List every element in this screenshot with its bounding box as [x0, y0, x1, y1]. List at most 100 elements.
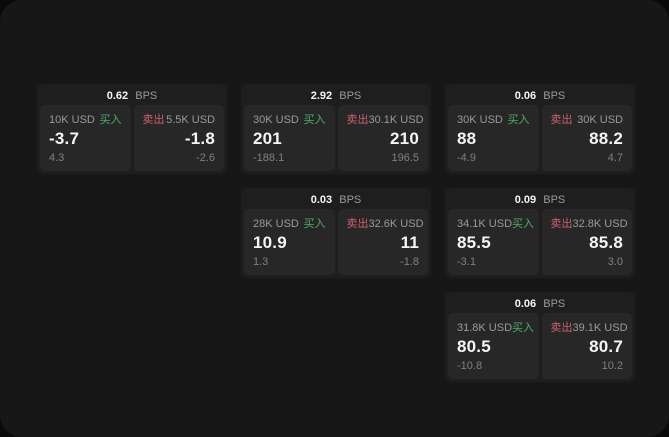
sell-panel-header: 卖出 30K USD — [551, 111, 624, 127]
sell-side-label: 卖出 — [550, 218, 573, 230]
bps-value: 0.06 — [514, 298, 537, 310]
buy-amount: 30K USD — [457, 114, 503, 126]
buy-panel[interactable]: 30K USD 买入 88 -4.9 — [448, 105, 539, 171]
buy-side-label: 买入 — [512, 322, 535, 334]
buy-delta: 4.3 — [49, 152, 65, 164]
sell-panel[interactable]: 卖出 30.1K USD 210 196.5 — [337, 105, 428, 171]
bps-value: 2.92 — [310, 90, 333, 102]
sell-delta: 4.7 — [607, 152, 623, 164]
sell-amount: 5.5K USD — [166, 114, 215, 126]
buy-delta: 1.3 — [253, 256, 269, 268]
bps-unit-label: BPS — [540, 298, 566, 310]
sell-delta: 196.5 — [391, 152, 419, 164]
sell-amount: 39.1K USD — [572, 322, 628, 334]
buy-panel-header: 28K USD 买入 — [253, 215, 326, 231]
bps-unit-label: BPS — [336, 90, 362, 102]
buy-amount: 34.1K USD — [457, 218, 513, 230]
buy-price: 10.9 — [253, 233, 287, 253]
buy-panel[interactable]: 10K USD 买入 -3.7 4.3 — [40, 105, 131, 171]
sell-panel-header: 卖出 5.5K USD — [143, 111, 216, 127]
bps-value: 0.62 — [106, 90, 129, 102]
bps-unit-label: BPS — [336, 194, 362, 206]
sell-amount: 32.8K USD — [572, 218, 628, 230]
quote-card: 2.92 BPS 30K USD 买入 201 -188.1 卖出 30.1K … — [241, 84, 431, 174]
sell-panel[interactable]: 卖出 39.1K USD 80.7 10.2 — [541, 313, 632, 379]
sell-price: 210 — [390, 129, 419, 149]
sell-price: 85.8 — [589, 233, 623, 253]
sell-price: 80.7 — [589, 337, 623, 357]
buy-panel-header: 31.8K USD 买入 — [457, 319, 534, 335]
quote-panels: 30K USD 买入 201 -188.1 卖出 30.1K USD 210 1… — [244, 105, 428, 171]
sell-panel-header: 卖出 30.1K USD — [346, 111, 424, 127]
card-header: 0.62 BPS — [40, 87, 224, 105]
buy-side-label: 买入 — [507, 114, 530, 126]
buy-panel-header: 30K USD 买入 — [457, 111, 530, 127]
buy-panel[interactable]: 34.1K USD 买入 85.5 -3.1 — [448, 209, 539, 275]
sell-panel[interactable]: 卖出 32.6K USD 11 -1.8 — [337, 209, 428, 275]
card-header: 0.06 BPS — [448, 87, 632, 105]
buy-panel[interactable]: 28K USD 买入 10.9 1.3 — [244, 209, 335, 275]
sell-amount: 30K USD — [577, 114, 623, 126]
buy-panel-header: 34.1K USD 买入 — [457, 215, 534, 231]
bps-value: 0.06 — [514, 90, 537, 102]
quote-card: 0.06 BPS 31.8K USD 买入 80.5 -10.8 卖出 39.1… — [445, 292, 635, 382]
quote-panels: 34.1K USD 买入 85.5 -3.1 卖出 32.8K USD 85.8… — [448, 209, 632, 275]
bps-value: 0.03 — [310, 194, 333, 206]
sell-side-label: 卖出 — [142, 114, 165, 126]
buy-price: 85.5 — [457, 233, 491, 253]
sell-panel[interactable]: 卖出 30K USD 88.2 4.7 — [541, 105, 632, 171]
quote-panels: 28K USD 买入 10.9 1.3 卖出 32.6K USD 11 -1.8 — [244, 209, 428, 275]
sell-panel[interactable]: 卖出 5.5K USD -1.8 -2.6 — [133, 105, 224, 171]
buy-panel[interactable]: 31.8K USD 买入 80.5 -10.8 — [448, 313, 539, 379]
bps-value: 0.09 — [514, 194, 537, 206]
cards-grid: 0.62 BPS 10K USD 买入 -3.7 4.3 卖出 5.5K USD… — [37, 84, 635, 382]
buy-amount: 10K USD — [49, 114, 95, 126]
quote-panels: 30K USD 买入 88 -4.9 卖出 30K USD 88.2 4.7 — [448, 105, 632, 171]
sell-amount: 30.1K USD — [368, 114, 424, 126]
bps-unit-label: BPS — [132, 90, 158, 102]
sell-side-label: 卖出 — [346, 114, 369, 126]
buy-price: 88 — [457, 129, 477, 149]
buy-panel-header: 30K USD 买入 — [253, 111, 326, 127]
sell-price: 88.2 — [589, 129, 623, 149]
buy-delta: -4.9 — [457, 152, 476, 164]
sell-panel-header: 卖出 39.1K USD — [550, 319, 628, 335]
buy-side-label: 买入 — [303, 218, 326, 230]
sell-side-label: 卖出 — [550, 322, 573, 334]
sell-delta: -1.8 — [400, 256, 419, 268]
bps-unit-label: BPS — [540, 194, 566, 206]
sell-side-label: 卖出 — [346, 218, 369, 230]
sell-panel-header: 卖出 32.8K USD — [550, 215, 628, 231]
buy-side-label: 买入 — [99, 114, 122, 126]
quote-card: 0.62 BPS 10K USD 买入 -3.7 4.3 卖出 5.5K USD… — [37, 84, 227, 174]
bps-unit-label: BPS — [540, 90, 566, 102]
sell-price: -1.8 — [184, 129, 215, 149]
buy-panel[interactable]: 30K USD 买入 201 -188.1 — [244, 105, 335, 171]
quote-panels: 31.8K USD 买入 80.5 -10.8 卖出 39.1K USD 80.… — [448, 313, 632, 379]
sell-delta: 10.2 — [601, 360, 623, 372]
buy-amount: 31.8K USD — [457, 322, 513, 334]
sell-delta: 3.0 — [607, 256, 623, 268]
buy-price: 201 — [253, 129, 282, 149]
quote-card: 0.09 BPS 34.1K USD 买入 85.5 -3.1 卖出 32.8K… — [445, 188, 635, 278]
quote-card: 0.06 BPS 30K USD 买入 88 -4.9 卖出 30K USD 8… — [445, 84, 635, 174]
buy-delta: -188.1 — [253, 152, 285, 164]
sell-panel[interactable]: 卖出 32.8K USD 85.8 3.0 — [541, 209, 632, 275]
quote-card: 0.03 BPS 28K USD 买入 10.9 1.3 卖出 32.6K US… — [241, 188, 431, 278]
buy-price: -3.7 — [49, 129, 80, 149]
buy-amount: 28K USD — [253, 218, 299, 230]
buy-amount: 30K USD — [253, 114, 299, 126]
buy-price: 80.5 — [457, 337, 491, 357]
buy-side-label: 买入 — [512, 218, 535, 230]
card-header: 0.03 BPS — [244, 191, 428, 209]
card-header: 2.92 BPS — [244, 87, 428, 105]
buy-side-label: 买入 — [303, 114, 326, 126]
sell-price: 11 — [400, 233, 419, 253]
sell-panel-header: 卖出 32.6K USD — [346, 215, 424, 231]
buy-panel-header: 10K USD 买入 — [49, 111, 122, 127]
buy-delta: -10.8 — [457, 360, 483, 372]
quote-panels: 10K USD 买入 -3.7 4.3 卖出 5.5K USD -1.8 -2.… — [40, 105, 224, 171]
card-header: 0.06 BPS — [448, 295, 632, 313]
card-header: 0.09 BPS — [448, 191, 632, 209]
